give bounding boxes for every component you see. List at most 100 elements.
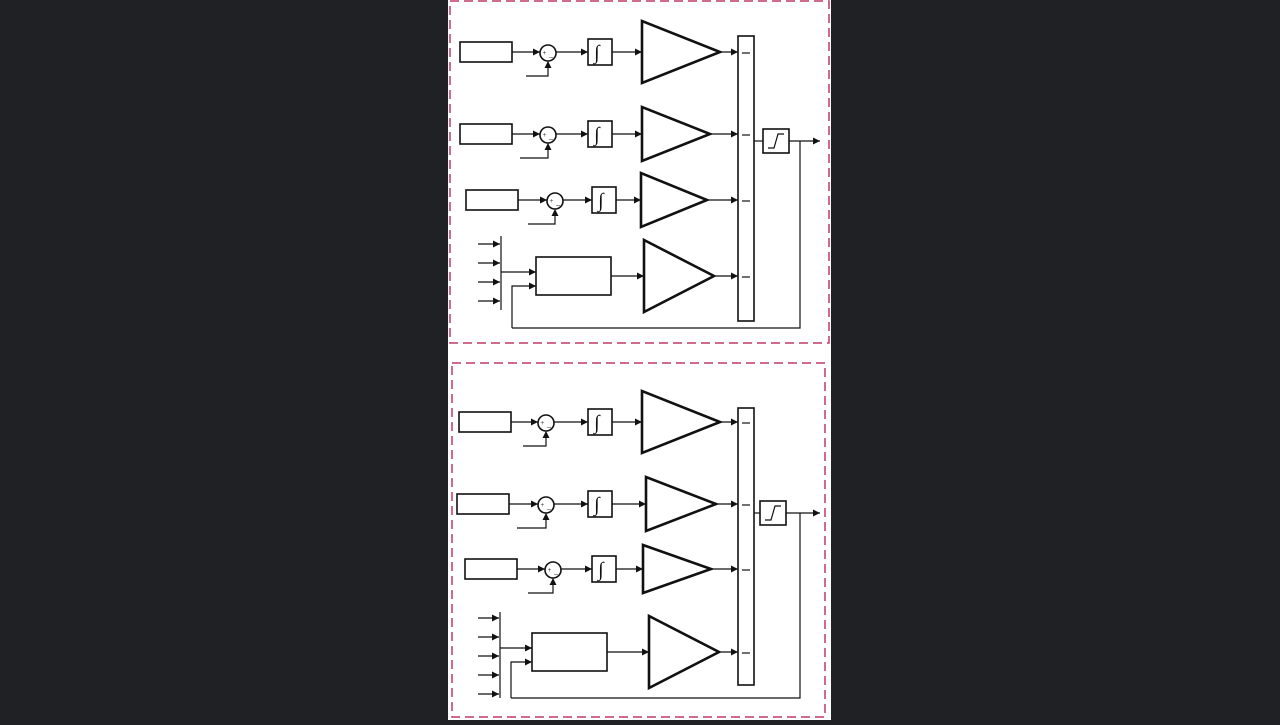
arrowhead <box>533 130 540 138</box>
el-feedback-wire <box>512 141 801 329</box>
el-mux-bar <box>737 35 755 322</box>
arrowhead <box>525 658 532 666</box>
arrowhead <box>635 418 642 426</box>
arrowhead <box>493 278 500 286</box>
arrowhead <box>525 644 532 652</box>
fc-saturation-icon <box>765 505 781 521</box>
arrowhead <box>813 137 820 145</box>
el-controller-section: + – ∫+ – ∫+ – ∫ <box>449 0 830 344</box>
plus-sign: + <box>542 131 547 139</box>
fc-k-gain-block <box>647 613 722 691</box>
el-kalman-row <box>478 236 750 328</box>
el-loop-1-integrator-block <box>587 38 613 66</box>
arrowhead <box>492 633 499 641</box>
arrowhead <box>639 500 646 508</box>
el-loop-1-integral-icon: ∫ <box>593 42 601 65</box>
arrowhead <box>531 500 538 508</box>
el-loop-1-summer: + – <box>539 44 557 62</box>
fc-dashed-frame <box>451 362 826 718</box>
fc-loop-3-integral-icon: ∫ <box>597 559 605 582</box>
arrowhead <box>492 614 499 622</box>
el-loop-3-integrator-block <box>591 186 617 214</box>
fc-kalman-filter-block <box>531 632 608 672</box>
el-dashed-frame <box>449 0 830 344</box>
arrowhead <box>581 418 588 426</box>
fc-loop-3-gain-block <box>641 543 715 595</box>
el-d-feedback-wire <box>511 285 536 328</box>
arrowhead <box>581 130 588 138</box>
arrowhead <box>493 259 500 267</box>
el-loop-3-integral-icon: ∫ <box>597 190 605 213</box>
minus-sign: – <box>548 52 554 61</box>
fc-loop-1-summer: + – <box>537 414 555 432</box>
el-loop-2-ref-block <box>459 123 513 145</box>
fc-feedback-wire <box>511 513 801 699</box>
el-loop-2-summer: + – <box>539 126 557 144</box>
minus-sign: – <box>546 422 552 431</box>
arrowhead <box>635 130 642 138</box>
arrowhead <box>585 565 592 573</box>
arrowhead <box>642 648 649 656</box>
fc-loop-3-summer: + – <box>544 561 562 579</box>
plus-sign: + <box>549 197 554 205</box>
arrowhead <box>585 196 592 204</box>
fc-loop-1-ref-block <box>458 411 512 433</box>
fc-loop-2-gain-block <box>644 475 720 533</box>
arrowhead <box>540 196 547 204</box>
fc-loop-1-gain-block <box>640 389 724 455</box>
fc-loop-2-integrator-block <box>587 490 613 518</box>
white-panel <box>448 0 831 720</box>
arrowhead <box>529 268 536 276</box>
arrowhead <box>493 240 500 248</box>
el-loop-2: + – ∫ <box>459 105 750 163</box>
minus-sign: – <box>555 200 561 209</box>
arrowhead <box>544 143 552 150</box>
arrowhead <box>813 509 820 517</box>
arrowhead <box>731 500 738 508</box>
arrowhead <box>731 272 738 280</box>
plus-sign: + <box>540 501 545 509</box>
arrowhead <box>493 297 500 305</box>
minus-sign: – <box>546 504 552 513</box>
el-loop-3-gain-block <box>639 171 711 229</box>
fc-mux-bar <box>737 407 755 686</box>
fc-loop-3: + – ∫ <box>464 543 750 595</box>
arrowhead <box>542 431 550 438</box>
el-loop-1-ref-block <box>459 41 513 63</box>
fc-controller-section: + – ∫+ – ∫+ – ∫ <box>451 362 826 718</box>
arrowhead <box>531 418 538 426</box>
el-k-gain-block <box>642 237 717 315</box>
arrowhead <box>731 48 738 56</box>
fc-loop-2: + – ∫ <box>456 475 750 533</box>
arrowhead <box>731 648 738 656</box>
arrowhead <box>581 48 588 56</box>
plus-sign: + <box>547 566 552 574</box>
el-loop-1: + – ∫ <box>459 19 750 85</box>
plus-sign: + <box>540 419 545 427</box>
fc-kalman-row <box>478 612 750 698</box>
arrowhead <box>636 565 643 573</box>
el-loop-2-gain-block <box>640 105 714 163</box>
arrowhead <box>731 565 738 573</box>
fc-loop-2-summer: + – <box>537 496 555 514</box>
arrowhead <box>731 418 738 426</box>
arrowhead <box>529 282 536 290</box>
fc-loop-3-integrator-block <box>591 555 617 583</box>
fc-loop-2-integral-icon: ∫ <box>593 494 601 517</box>
el-loop-3-ref-block <box>465 189 519 211</box>
plus-sign: + <box>542 49 547 57</box>
el-loop-3: + – ∫ <box>465 171 750 229</box>
arrowhead <box>538 565 545 573</box>
arrowhead <box>492 690 499 698</box>
el-loop-1-gain-block <box>640 19 724 85</box>
fc-loop-2-ref-block <box>456 493 510 515</box>
arrowhead <box>731 196 738 204</box>
el-saturation-icon <box>768 133 784 149</box>
minus-sign: – <box>548 134 554 143</box>
el-loop-3-summer: + – <box>546 192 564 210</box>
arrowhead <box>551 209 559 216</box>
arrowhead <box>731 130 738 138</box>
arrowhead <box>542 513 550 520</box>
